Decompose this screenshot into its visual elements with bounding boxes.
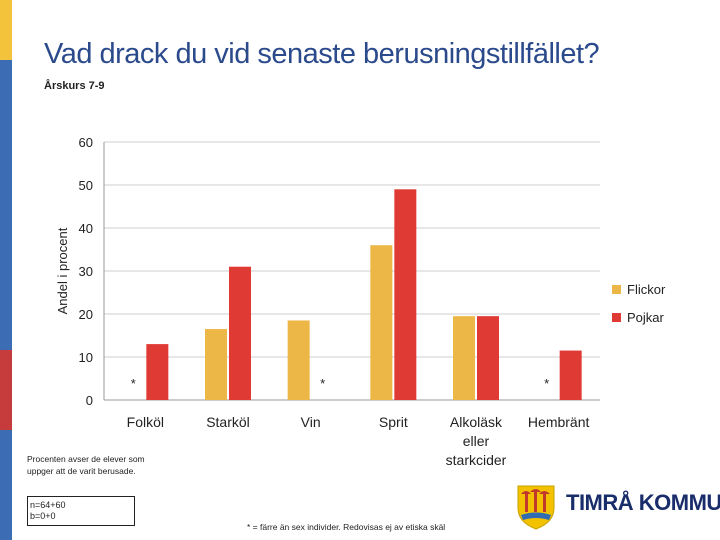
legend-item-pojkar: Pojkar (612, 310, 664, 325)
bar-pojkar-1 (229, 266, 251, 400)
legend-item-flickor: Flickor (612, 282, 665, 297)
y-tick-label: 0 (86, 393, 93, 408)
bar-flickor-4 (453, 316, 475, 400)
slide-subtitle: Årskurs 7-9 (44, 80, 105, 92)
municipality-crest-icon (517, 485, 555, 530)
x-category-label: Hembränt (528, 414, 590, 430)
suppressed-marker: * (320, 376, 325, 391)
bar-flickor-1 (205, 329, 227, 400)
bar-pojkar-3 (394, 189, 417, 400)
sample-size-box: n=64+60 b=0+0 (27, 496, 135, 526)
bar-pojkar-4 (477, 316, 499, 400)
y-tick-label: 10 (79, 350, 93, 365)
side-bar-blue-lower (0, 430, 12, 540)
slide-title: Vad drack du vid senaste berusningstillf… (44, 38, 600, 70)
x-category-label: Alkoläsk eller starkcider (446, 414, 507, 468)
y-tick-label: 40 (79, 221, 93, 236)
suppressed-marker: * (131, 376, 136, 391)
legend-label-pojkar: Pojkar (627, 310, 664, 325)
y-axis-label: Andel i procent (55, 227, 70, 314)
footnote: * = färre än sex individer. Redovisas ej… (247, 522, 446, 532)
legend-label-flickor: Flickor (627, 282, 666, 297)
y-tick-label: 60 (79, 135, 93, 150)
x-category-label: Vin (301, 414, 321, 430)
side-bar-red (0, 350, 12, 430)
legend-swatch-pojkar (612, 313, 621, 322)
legend-swatch-flickor (612, 285, 621, 294)
x-category-label: Folköl (127, 414, 164, 430)
note-percent-basis: Procenten avser de elever som uppger att… (27, 454, 145, 476)
y-tick-label: 30 (79, 264, 93, 279)
bar-pojkar-5 (559, 350, 582, 400)
side-bar-blue (0, 60, 12, 350)
x-category-label: Starköl (206, 414, 250, 430)
side-bar-yellow (0, 0, 12, 60)
y-tick-label: 20 (79, 307, 93, 322)
suppressed-marker: * (544, 376, 549, 391)
side-accent-bar (0, 0, 12, 540)
bar-pojkar-0 (146, 344, 169, 400)
bar-flickor-3 (370, 245, 393, 400)
x-category-label: Sprit (379, 414, 408, 430)
municipality-logo-text: TIMRÅ KOMMUN (566, 490, 720, 515)
y-tick-label: 50 (79, 178, 93, 193)
bar-flickor-2 (287, 320, 310, 400)
